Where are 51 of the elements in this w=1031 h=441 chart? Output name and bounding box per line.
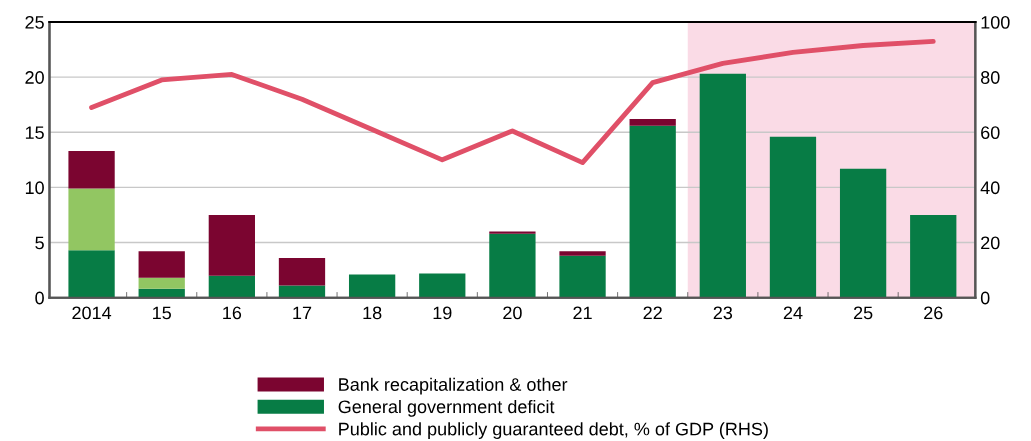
bar [278, 285, 326, 298]
y-tick-label: 0 [35, 291, 44, 305]
bar [489, 233, 536, 298]
y2-tick-label: 100 [981, 15, 1010, 29]
y2-tick-label: 20 [981, 236, 1000, 250]
y2-tick-label: 0 [980, 291, 990, 305]
x-tick-label: 26 [924, 306, 943, 320]
legend-label: General government deficit [338, 399, 555, 417]
bar [559, 255, 606, 298]
bar [68, 250, 115, 298]
y-tick-label: 15 [25, 126, 44, 140]
x-tick-label: 18 [363, 306, 382, 320]
y2-tick-label: 80 [980, 71, 1000, 84]
x-tick-label: 15 [153, 306, 171, 320]
x-tick-label: 17 [293, 306, 312, 320]
x-tick-label: 19 [433, 306, 452, 320]
bar [629, 119, 676, 126]
bar [419, 273, 466, 298]
bar [208, 214, 255, 276]
y-tick-label: 10 [25, 181, 44, 195]
bar [138, 251, 185, 278]
x-tick-label: 16 [223, 306, 242, 320]
x-tick-label: 23 [713, 306, 733, 320]
legend-label: Bank recapitalization & other [339, 377, 568, 395]
x-tick-label: 24 [783, 306, 803, 320]
x-tick-label: 25 [853, 306, 873, 320]
y-tick-label: 20 [25, 71, 44, 84]
bar [138, 277, 185, 289]
bar [489, 231, 536, 234]
bar [839, 168, 887, 298]
bar [348, 274, 396, 298]
bar [559, 251, 606, 256]
x-tick-label: 22 [643, 306, 662, 320]
y-tick-label: 5 [35, 236, 44, 250]
y-tick-label: 25 [25, 15, 44, 29]
y2-tick-label: 60 [981, 126, 1000, 140]
bar [278, 257, 326, 286]
line-series [89, 38, 936, 166]
x-tick-label: 2014 [72, 306, 112, 320]
bar [910, 214, 957, 298]
bar [68, 151, 115, 189]
bar [629, 125, 676, 298]
y2-tick-label: 40 [980, 181, 1000, 195]
bar [138, 288, 185, 298]
x-tick-label: 20 [503, 306, 522, 320]
x-tick-label: 21 [573, 306, 592, 320]
bar [68, 188, 115, 251]
bar [699, 73, 746, 298]
bar [769, 136, 817, 298]
legend-label: Public and publicly guaranteed debt, % of GDP (RHS) [339, 422, 768, 439]
bar [208, 275, 255, 298]
